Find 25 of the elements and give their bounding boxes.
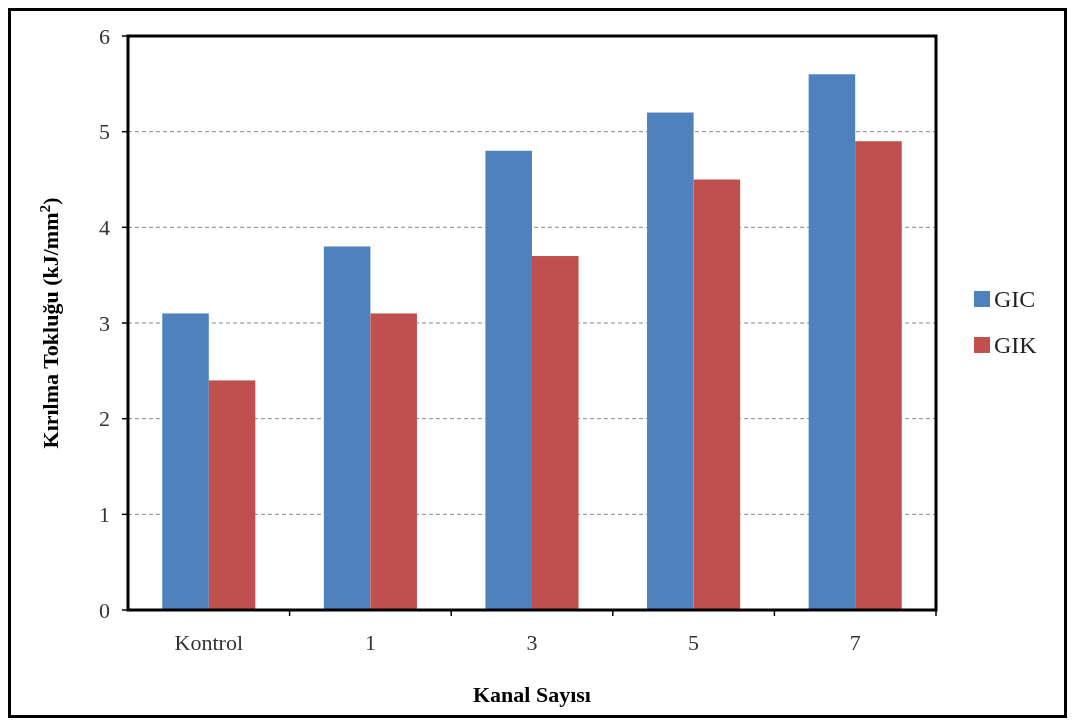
y-tick-label: 5 bbox=[99, 119, 110, 145]
bar bbox=[323, 246, 371, 610]
x-tick-label: 3 bbox=[526, 630, 538, 655]
bar bbox=[693, 179, 741, 610]
bar bbox=[808, 74, 856, 610]
y-tick-label: 3 bbox=[99, 310, 110, 336]
y-tick-label: 2 bbox=[99, 406, 110, 432]
x-tick-label: 1 bbox=[364, 630, 376, 655]
x-tick-label: Kontrol bbox=[174, 630, 244, 655]
bar bbox=[855, 141, 902, 610]
y-tick-label: 1 bbox=[99, 502, 110, 528]
legend-label: GIK bbox=[994, 332, 1038, 358]
y-tick-label: 6 bbox=[99, 23, 110, 49]
x-tick-label: 5 bbox=[688, 630, 700, 655]
bar bbox=[485, 150, 532, 610]
y-tick-label: 4 bbox=[99, 215, 110, 241]
x-axis-title: Kanal Sayısı bbox=[473, 682, 591, 707]
bar bbox=[647, 112, 694, 610]
bar bbox=[162, 313, 209, 610]
bar bbox=[370, 313, 417, 610]
bar bbox=[208, 380, 256, 610]
y-tick-label: 0 bbox=[99, 597, 110, 623]
bar bbox=[532, 256, 579, 610]
x-tick-label: 7 bbox=[849, 630, 861, 655]
legend-label: GIC bbox=[994, 286, 1036, 312]
